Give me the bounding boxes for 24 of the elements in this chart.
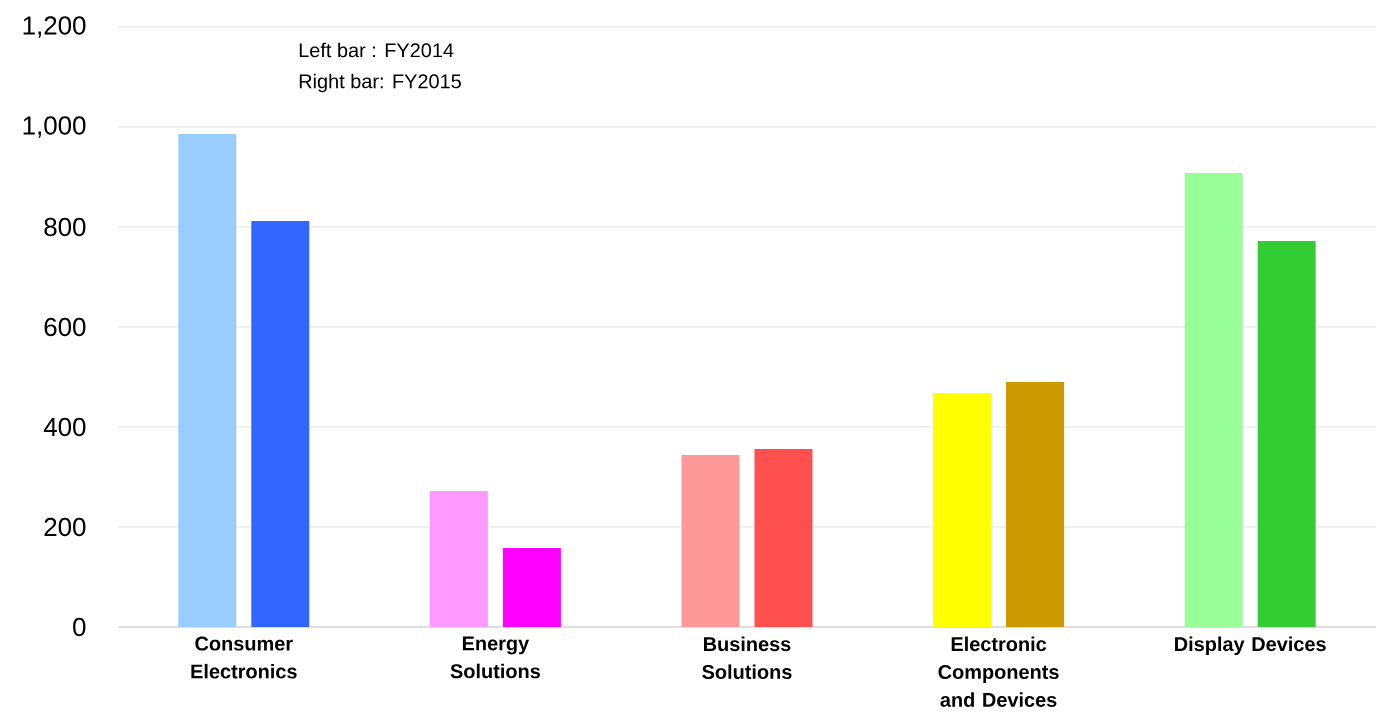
y-tick-label: 200 (44, 517, 86, 537)
annotation: Left bar : FY2014 (299, 42, 454, 58)
y-tick-label: 0 (73, 617, 86, 637)
x-tick-label: Business Solutions (702, 636, 792, 680)
bar (933, 393, 992, 627)
bar (178, 134, 237, 627)
y-tick-label: 1,000 (23, 116, 86, 138)
y-tick-label: 600 (44, 317, 86, 337)
bar (429, 491, 488, 627)
x-tick-label: Display Devices (1175, 636, 1326, 656)
bar (681, 455, 740, 627)
bar (502, 548, 561, 627)
x-tick-label: Consumer Electronics (191, 636, 297, 679)
x-tick-label: Electronic Components and Devices (938, 636, 1059, 707)
annotation: Right bar: FY2015 (299, 73, 461, 93)
bar (1184, 173, 1243, 627)
x-tick-label: Energy Solutions (450, 636, 540, 679)
bar (1006, 382, 1065, 627)
y-tick-label: 400 (43, 417, 86, 437)
bar (251, 221, 310, 627)
bar (1257, 241, 1316, 627)
y-tick-label: 1,200 (23, 16, 86, 38)
y-tick-label: 800 (44, 217, 86, 237)
bar (754, 449, 813, 627)
